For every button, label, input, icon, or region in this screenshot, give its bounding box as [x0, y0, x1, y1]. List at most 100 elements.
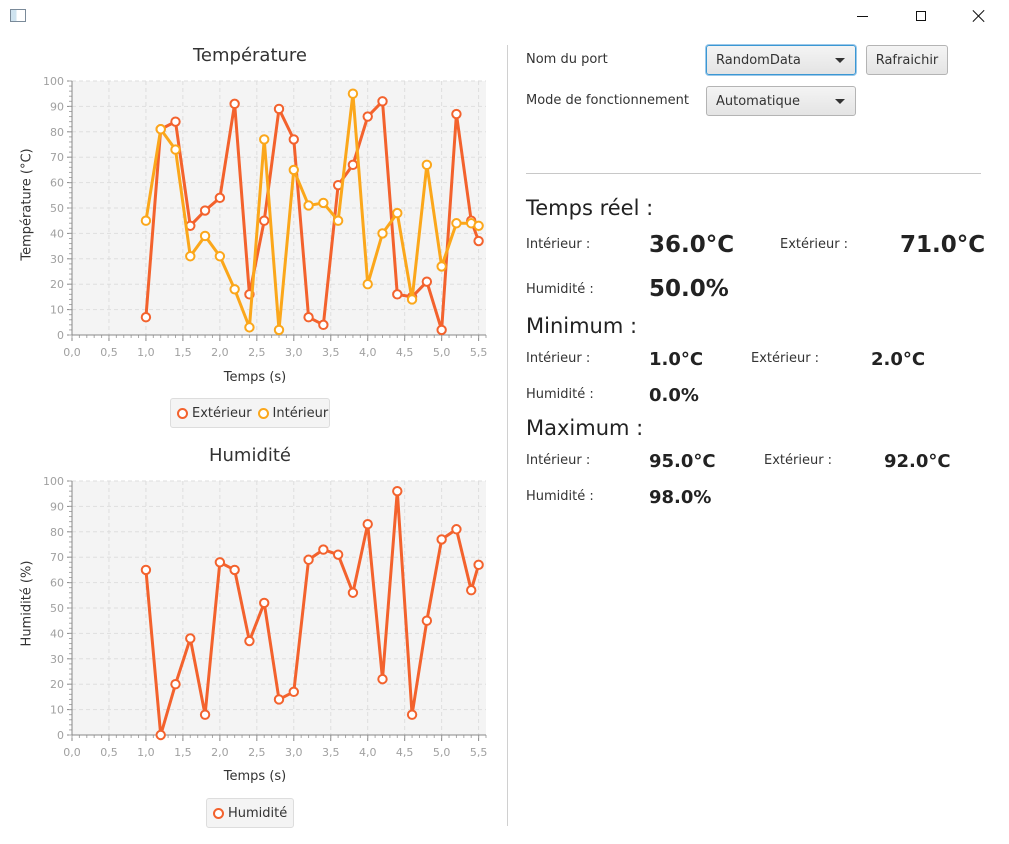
data-point [347, 587, 359, 598]
data-point [199, 205, 211, 216]
x-tick-label: 5,5 [470, 346, 488, 359]
port-select-value: RandomData [716, 52, 801, 68]
data-point [421, 615, 433, 626]
data-point [185, 633, 196, 644]
mode-select[interactable]: Automatique [706, 86, 856, 116]
x-tick-label: 5,0 [433, 346, 451, 359]
data-point [473, 235, 484, 247]
y-tick-label: 0 [57, 329, 64, 342]
minimize-button[interactable] [839, 0, 885, 32]
data-point [155, 729, 166, 741]
legend-marker-interieur [257, 407, 269, 419]
data-point [155, 124, 166, 135]
y-tick-label: 30 [50, 653, 64, 666]
maximum-title: Maximum : [526, 416, 644, 440]
y-tick-label: 30 [50, 253, 64, 266]
x-tick-label: 3,5 [322, 746, 340, 759]
data-point [170, 144, 181, 155]
legend-item-exterieur: Extérieur [177, 406, 252, 421]
maximize-button[interactable] [898, 0, 944, 32]
minimum-exterior-label: Extérieur : [751, 351, 820, 366]
y-tick-label: 90 [50, 500, 64, 513]
data-point [170, 116, 181, 127]
data-point [377, 96, 388, 107]
y-tick-label: 40 [50, 627, 64, 640]
data-point [259, 215, 270, 226]
data-point [214, 251, 226, 262]
data-point [288, 686, 299, 698]
x-tick-label: 2,0 [211, 346, 229, 359]
data-point [421, 276, 433, 287]
realtime-exterior-value: 71.0°C [900, 232, 986, 258]
data-point [318, 319, 329, 331]
temperature-chart: 0 10 20 30 40 50 60 70 80 90 100 0,0 0,5 1,0 1,5 2,0 2,5… [43, 75, 488, 359]
x-tick-label: 3,0 [285, 346, 303, 359]
x-tick-label: 2,0 [211, 746, 229, 759]
close-icon [972, 9, 986, 23]
data-point [377, 673, 388, 685]
maximum-humidity-value: 98.0% [649, 487, 712, 508]
maximum-interior-value: 95.0°C [649, 451, 716, 472]
temperature-x-axis-label: Temps (s) [223, 370, 287, 385]
humidity-legend: Humidité [206, 798, 294, 828]
data-point [466, 585, 477, 596]
data-point [244, 322, 255, 333]
x-tick-label: 0,0 [63, 746, 81, 759]
legend-label-interieur: Intérieur [272, 405, 329, 421]
maximum-exterior-value: 92.0°C [884, 451, 951, 472]
data-point [436, 261, 447, 272]
port-select[interactable]: RandomData [706, 45, 856, 75]
data-point [140, 215, 152, 226]
maximum-humidity-label: Humidité : [526, 489, 594, 504]
y-tick-label: 90 [50, 100, 64, 113]
data-point [273, 324, 285, 336]
data-point [303, 312, 314, 323]
x-tick-label: 1,0 [137, 346, 155, 359]
x-tick-label: 0,5 [100, 746, 118, 759]
data-point [362, 518, 373, 530]
y-tick-label: 100 [43, 75, 64, 88]
temperature-legend: Extérieur Intérieur [170, 398, 330, 428]
x-tick-label: 5,0 [433, 746, 451, 759]
legend-label-exterieur: Extérieur [192, 405, 252, 421]
horizontal-divider [526, 173, 981, 174]
data-point [303, 554, 314, 565]
minimum-title: Minimum : [526, 314, 638, 338]
data-point [229, 284, 240, 295]
data-point [185, 251, 196, 262]
close-button[interactable] [956, 0, 1002, 32]
data-point [229, 564, 240, 576]
title-bar [0, 0, 1009, 32]
realtime-exterior-label: Extérieur : [780, 237, 849, 252]
data-point [421, 159, 433, 171]
data-point [318, 544, 329, 555]
y-tick-label: 50 [50, 202, 64, 215]
x-tick-label: 5,5 [470, 746, 488, 759]
humidity-x-axis-label: Temps (s) [223, 769, 287, 784]
y-tick-label: 10 [50, 304, 64, 317]
refresh-button[interactable]: Rafraichir [866, 45, 948, 75]
data-point [362, 111, 373, 122]
humidity-chart: 0 10 20 30 40 50 60 70 80 90 100 0,0 0,5 1,0 1,5 2,0 2,5… [43, 475, 488, 759]
data-point [199, 230, 211, 242]
mode-label: Mode de fonctionnement [526, 93, 689, 108]
data-point [436, 534, 447, 545]
data-point [332, 215, 344, 226]
humidity-chart-title: Humidité [208, 445, 292, 466]
x-tick-label: 3,5 [322, 346, 340, 359]
legend-item-interieur: Intérieur [257, 405, 329, 421]
data-point [392, 207, 403, 219]
data-point [347, 159, 359, 171]
y-tick-label: 70 [50, 551, 64, 564]
chevron-down-icon [835, 58, 845, 63]
x-tick-label: 4,5 [396, 346, 414, 359]
x-tick-label: 4,0 [359, 746, 377, 759]
data-point [259, 597, 270, 609]
data-point [259, 134, 270, 145]
legend-marker-exterieur [177, 407, 188, 419]
data-point [362, 279, 373, 290]
minimum-exterior-value: 2.0°C [871, 349, 926, 370]
data-point [244, 635, 255, 647]
data-point [140, 564, 152, 576]
x-tick-label: 2,5 [248, 346, 266, 359]
